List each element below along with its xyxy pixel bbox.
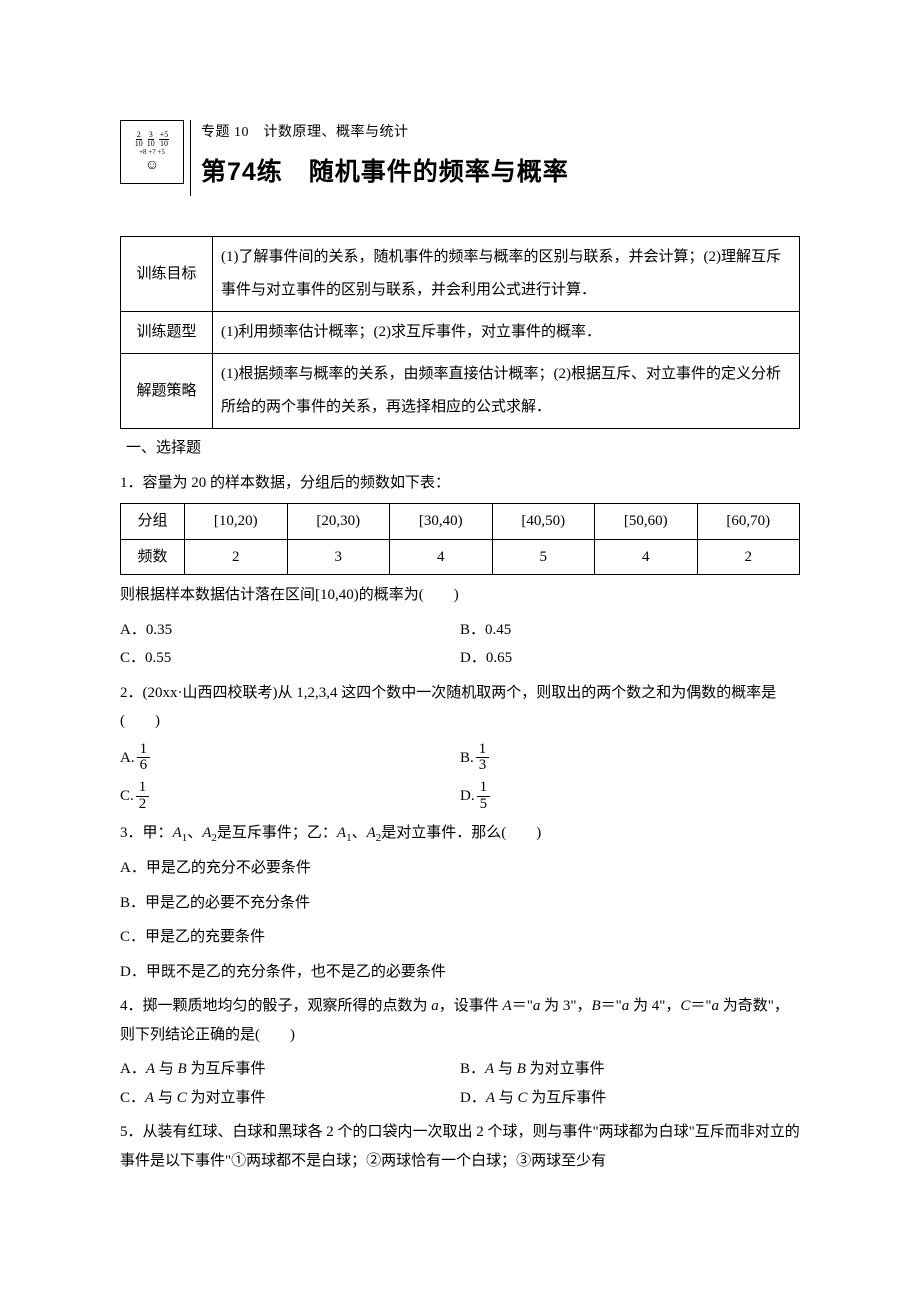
q4-stem: 4．掷一颗质地均匀的骰子，观察所得的点数为 a，设事件 A＝"a 为 3"，B＝… — [120, 992, 800, 1049]
goals-label-2: 解题策略 — [121, 354, 213, 429]
lesson-title: 第74练 随机事件的频率与概率 — [201, 149, 569, 197]
q1-stem: 1．容量为 20 的样本数据，分组后的频数如下表： — [120, 469, 800, 498]
q1-freq-5: 2 — [697, 539, 800, 575]
q3-optA: A．甲是乙的充分不必要条件 — [120, 854, 800, 883]
q1-freq-0: 2 — [185, 539, 288, 575]
q4-optB: B．A 与 B 为对立事件 — [460, 1055, 800, 1084]
q1-group-0: [10,20) — [185, 504, 288, 540]
q1-freq-2: 4 — [390, 539, 493, 575]
goals-body-0: (1)了解事件间的关系，随机事件的频率与概率的区别与联系，并会计算；(2)理解互… — [213, 237, 800, 312]
goals-body-1: (1)利用频率估计概率；(2)求互斥事件，对立事件的概率． — [213, 312, 800, 354]
goals-label-0: 训练目标 — [121, 237, 213, 312]
q1-optC: C．0.55 — [120, 644, 460, 673]
q5-stem: 5．从装有红球、白球和黑球各 2 个的口袋内一次取出 2 个球，则与事件"两球都… — [120, 1118, 800, 1175]
q2-optD: D. 15 — [460, 780, 800, 813]
q3-optD: D．甲既不是乙的充分条件，也不是乙的必要条件 — [120, 958, 800, 987]
q2-optB: B. 13 — [460, 742, 800, 775]
q1-group-4: [50,60) — [595, 504, 698, 540]
q1-freq-3: 5 — [492, 539, 595, 575]
q1-row2-label: 频数 — [121, 539, 185, 575]
q1-group-5: [60,70) — [697, 504, 800, 540]
section-heading: 一、选择题 — [126, 434, 800, 463]
q1-optB: B．0.45 — [460, 616, 800, 645]
q2-optC: C. 12 — [120, 780, 460, 813]
q1-group-3: [40,50) — [492, 504, 595, 540]
topic-line: 专题 10 计数原理、概率与统计 — [201, 120, 569, 147]
q1-group-2: [30,40) — [390, 504, 493, 540]
q1-row1-label: 分组 — [121, 504, 185, 540]
logo-icon: 210 310 +510 +8 +7 +5 ☺ — [120, 120, 184, 184]
q1-freq-table: 分组 [10,20) [20,30) [30,40) [40,50) [50,6… — [120, 503, 800, 575]
title-block: 专题 10 计数原理、概率与统计 第74练 随机事件的频率与概率 — [190, 120, 569, 196]
q1-optD: D．0.65 — [460, 644, 800, 673]
q3-optC: C．甲是乙的充要条件 — [120, 923, 800, 952]
goals-table: 训练目标 (1)了解事件间的关系，随机事件的频率与概率的区别与联系，并会计算；(… — [120, 236, 800, 429]
q4-optC: C．A 与 C 为对立事件 — [120, 1084, 460, 1113]
q1-freq-4: 4 — [595, 539, 698, 575]
goals-label-1: 训练题型 — [121, 312, 213, 354]
q4-optD: D．A 与 C 为互斥事件 — [460, 1084, 800, 1113]
q1-optA: A．0.35 — [120, 616, 460, 645]
q2-stem: 2．(20xx·山西四校联考)从 1,2,3,4 这四个数中一次随机取两个，则取… — [120, 679, 800, 736]
q3-stem: 3．甲：A1、A2是互斥事件；乙：A1、A2是对立事件．那么( ) — [120, 819, 800, 849]
q1-freq-1: 3 — [287, 539, 390, 575]
goals-body-2: (1)根据频率与概率的关系，由频率直接估计概率；(2)根据互斥、对立事件的定义分… — [213, 354, 800, 429]
q1-group-1: [20,30) — [287, 504, 390, 540]
q2-optA: A. 16 — [120, 742, 460, 775]
q1-after: 则根据样本数据估计落在区间[10,40)的概率为( ) — [120, 581, 800, 610]
q4-optA: A．A 与 B 为互斥事件 — [120, 1055, 460, 1084]
lesson-header: 210 310 +510 +8 +7 +5 ☺ 专题 10 计数原理、概率与统计… — [120, 120, 800, 196]
q3-optB: B．甲是乙的必要不充分条件 — [120, 889, 800, 918]
